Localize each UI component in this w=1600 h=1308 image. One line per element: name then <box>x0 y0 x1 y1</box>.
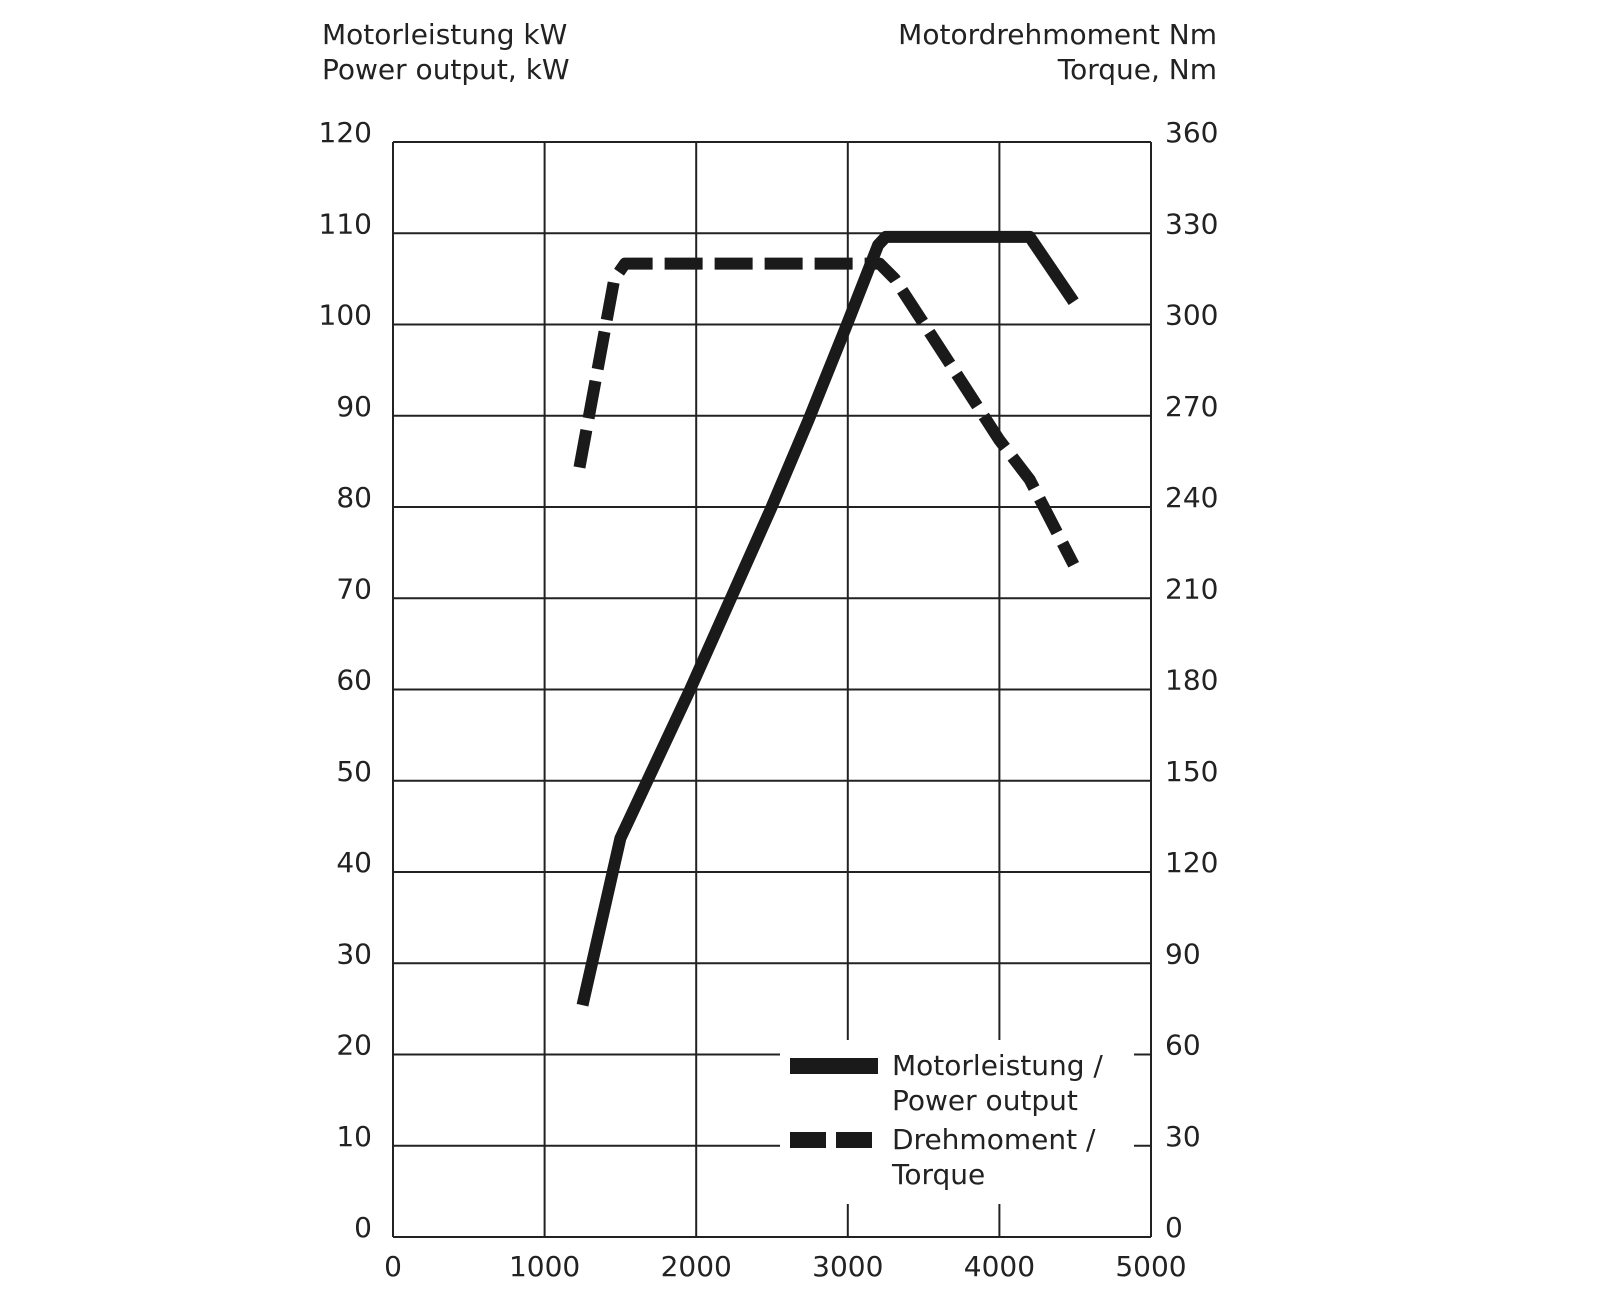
y2-tick-label: 210 <box>1165 572 1218 605</box>
y-tick-label: 90 <box>336 390 372 423</box>
y-tick-label: 120 <box>319 116 372 149</box>
y-tick-label: 110 <box>319 207 372 240</box>
y2-tick-label: 90 <box>1165 937 1201 970</box>
legend: Motorleistung / Power output Drehmoment /… <box>780 1040 1134 1204</box>
y-tick-label: 70 <box>336 572 372 605</box>
x-tick-label: 5000 <box>1115 1250 1186 1283</box>
legend-swatch <box>790 1132 878 1148</box>
y-tick-label: 100 <box>319 299 372 332</box>
y2-tick-label: 360 <box>1165 116 1218 149</box>
y2-tick-label: 30 <box>1165 1120 1201 1153</box>
x-tick-label: 3000 <box>812 1250 883 1283</box>
legend-swatch <box>790 1058 878 1074</box>
y-tick-label: 30 <box>336 937 372 970</box>
x-tick-label: 4000 <box>964 1250 1035 1283</box>
y2-tick-label: 180 <box>1165 664 1218 697</box>
y2-tick-label: 120 <box>1165 846 1218 879</box>
y2-tick-label: 0 <box>1165 1211 1183 1244</box>
y2-axis-title: Motordrehmoment Nm <box>898 18 1217 51</box>
y2-axis-title: Torque, Nm <box>1057 53 1217 86</box>
x-tick-label: 2000 <box>661 1250 732 1283</box>
y-axis-title: Motorleistung kW <box>322 18 567 51</box>
y2-tick-label: 60 <box>1165 1029 1201 1062</box>
y-tick-label: 40 <box>336 846 372 879</box>
y2-tick-label: 330 <box>1165 207 1218 240</box>
line-series <box>573 257 1080 568</box>
x-tick-label: 0 <box>384 1250 402 1283</box>
legend-item: Motorleistung / Power output <box>790 1048 1122 1118</box>
legend-label: Drehmoment / Torque <box>892 1123 1096 1191</box>
line-series <box>576 230 1079 1007</box>
y2-tick-label: 300 <box>1165 299 1218 332</box>
legend-item: Drehmoment / Torque <box>790 1122 1122 1192</box>
y-tick-label: 10 <box>336 1120 372 1153</box>
y-tick-label: 60 <box>336 664 372 697</box>
y2-tick-label: 270 <box>1165 390 1218 423</box>
y-axis-title: Power output, kW <box>322 53 570 86</box>
y-tick-label: 50 <box>336 755 372 788</box>
y-tick-label: 80 <box>336 481 372 514</box>
y-tick-label: 0 <box>354 1211 372 1244</box>
legend-label: Motorleistung / Power output <box>892 1049 1103 1117</box>
y-tick-label: 20 <box>336 1029 372 1062</box>
y2-tick-label: 240 <box>1165 481 1218 514</box>
x-tick-label: 1000 <box>509 1250 580 1283</box>
y2-tick-label: 150 <box>1165 755 1218 788</box>
